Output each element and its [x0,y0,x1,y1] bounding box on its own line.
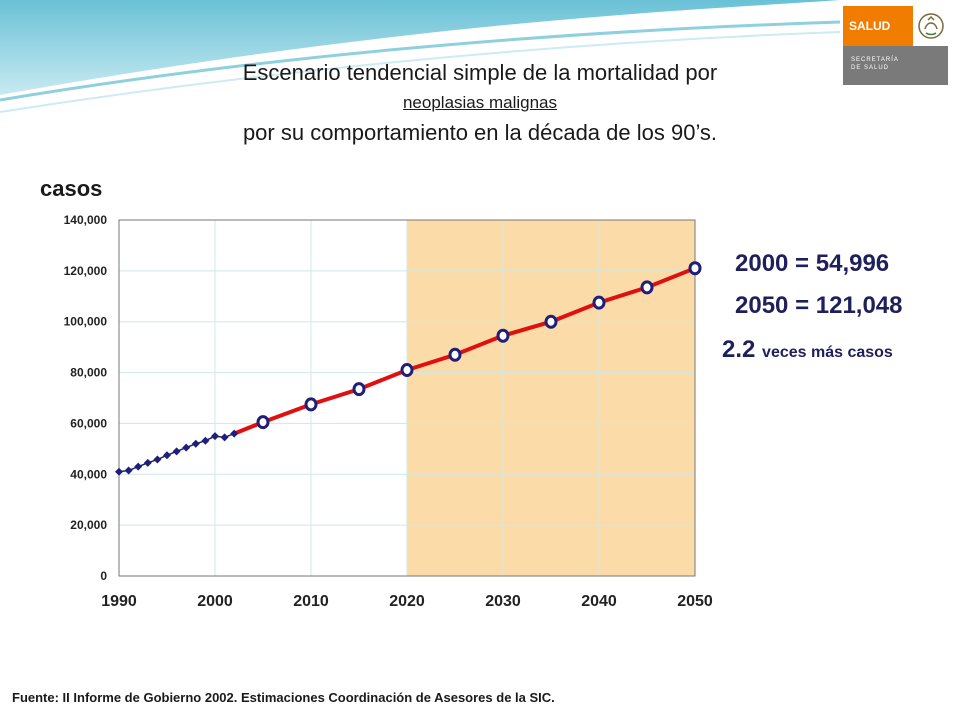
logo-sub-line2: DE SALUD [851,65,890,71]
x-tick-label: 2000 [197,593,233,610]
stat-2050: 2050 = 121,048 [735,292,903,320]
observed-point [172,447,181,456]
y-axis-label: casos [40,176,103,201]
x-tick-label: 2050 [677,593,713,610]
y-tick-label: 0 [100,569,107,583]
y-tick-label: 140,000 [64,213,108,227]
y-tick-label: 100,000 [64,315,108,329]
y-tick-label: 40,000 [70,467,107,481]
stat-ratio: 2.2 veces más casos [722,336,893,364]
stat-2000: 2000 = 54,996 [735,250,889,278]
stat-2050-value: = 121,048 [795,292,903,319]
projection-point [400,363,414,378]
y-tick-label: 20,000 [70,518,107,532]
observed-point [182,443,191,452]
title-line1: Escenario tendencial simple de la mortal… [242,60,718,85]
observed-point [163,451,171,460]
y-tick-label: 80,000 [70,366,107,380]
observed-point [153,455,162,464]
observed-point [143,458,152,467]
observed-point [201,436,210,445]
y-tick-label: 60,000 [70,416,107,430]
observed-point [124,466,133,475]
y-tick-label: 120,000 [64,264,108,278]
projection-point [592,295,606,310]
x-tick-label: 2040 [581,593,617,610]
plot-frame [118,219,696,577]
header-swoosh-decoration [0,0,841,113]
stat-ratio-text: veces más casos [762,344,893,361]
source-note: Fuente: II Informe de Gobierno 2002. Est… [12,690,555,705]
projection-point [544,314,558,329]
mortality-chart: 0 20,000 40,000 60,000 80,000 100,000 120,000 1… [64,213,713,610]
observed-point [211,432,219,441]
observed-point [230,429,239,438]
projection-point [448,347,462,362]
logo-wordmark: SALUD [843,6,913,46]
projection-point [304,397,318,412]
observed-point [220,433,229,442]
projection-point [256,415,270,430]
projection-point [496,328,510,343]
x-tick-label: 2010 [293,593,329,610]
stat-2050-label: 2050 [735,292,789,319]
stat-2000-value: 54,996 [815,250,890,277]
logo-sub-line1: SECRETARÍA [851,57,899,63]
title-line3: por su comportamiento en la década de lo… [242,120,718,145]
forecast-region [407,220,695,576]
projection-point [352,382,366,397]
stat-ratio-value: 2.2 [722,336,756,363]
projection-point [640,280,654,295]
observed-point [115,467,123,476]
salud-logo: SALUD SECRETARÍA DE SALUD [843,6,948,85]
x-tick-label: 2020 [389,593,425,610]
title-line2: neoplasias malignas [402,93,558,112]
observed-point [134,462,143,471]
mexican-seal-icon [913,6,948,46]
stat-2000-label: 2000 = [735,250,810,277]
x-tick-label: 2030 [485,593,521,610]
logo-subtitle: SECRETARÍA DE SALUD [843,46,948,72]
x-tick-label: 1990 [101,593,137,610]
projection-point [688,261,702,276]
observed-point [191,439,200,448]
